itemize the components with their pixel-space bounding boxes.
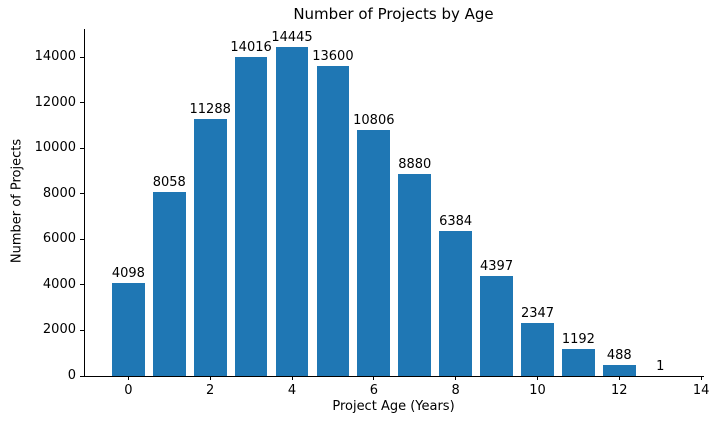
x-tick — [291, 376, 293, 380]
bar-value-label: 8058 — [152, 175, 186, 191]
bar — [439, 230, 473, 376]
bar — [357, 129, 391, 376]
y-tick-label: 0 — [67, 368, 76, 383]
bar-value-label: 13600 — [312, 49, 354, 65]
x-tick-label: 2 — [206, 383, 215, 398]
x-axis-label: Project Age (Years) — [332, 399, 455, 414]
y-tick-label: 8000 — [42, 185, 76, 201]
x-tick — [536, 376, 538, 380]
bar-value-label: 4098 — [111, 265, 145, 281]
bar-value-label: 14016 — [230, 39, 272, 55]
bar-value-label: 8880 — [398, 156, 432, 172]
bar-value-label: 2347 — [520, 305, 555, 321]
bar — [234, 56, 268, 376]
x-tick — [455, 376, 457, 380]
x-tick-label: 10 — [529, 383, 546, 398]
bar — [152, 192, 186, 376]
chart-title: Number of Projects by Age — [293, 5, 494, 23]
y-tick-label: 6000 — [42, 231, 76, 247]
x-tick-label: 0 — [124, 383, 133, 398]
bar-value-label: 488 — [606, 347, 632, 363]
bar — [112, 282, 145, 376]
y-tick — [80, 193, 84, 195]
bar-value-label: 11288 — [189, 101, 231, 117]
x-tick — [618, 376, 620, 380]
x-tick — [209, 376, 211, 380]
x-tick-label: 4 — [287, 383, 297, 398]
x-tick-label: 14 — [692, 383, 710, 398]
bar — [562, 348, 595, 376]
y-tick — [80, 284, 84, 286]
y-tick-label: 10000 — [34, 140, 76, 156]
bar — [480, 275, 513, 376]
bar-value-label: 14445 — [271, 29, 313, 45]
y-tick — [80, 375, 84, 377]
y-tick — [80, 102, 84, 104]
plot-area: 0 2000 4000 6000 8000 10000 12000 14000 0 2 4 6 8 10 1… — [35, 29, 709, 398]
bar-value-label: 4397 — [480, 258, 514, 274]
x-tick — [127, 376, 129, 380]
bar — [398, 173, 432, 376]
x-tick-label: 8 — [451, 383, 460, 398]
x-tick — [700, 376, 702, 380]
y-tick — [80, 147, 84, 149]
y-tick-label: 2000 — [42, 322, 76, 338]
bar-value-label: 6384 — [439, 213, 473, 229]
bar-value-label: 1 — [656, 358, 665, 374]
bar — [193, 118, 227, 376]
x-tick-label: 6 — [369, 383, 378, 398]
bar-value-label: 1192 — [561, 331, 595, 347]
y-tick — [80, 56, 84, 58]
y-tick-label: 14000 — [34, 49, 76, 65]
bar — [602, 364, 636, 376]
y-tick-label: 12000 — [34, 94, 76, 110]
x-tick-label: 12 — [611, 383, 628, 398]
bar — [521, 322, 554, 376]
y-tick — [80, 238, 84, 240]
bar-value-label: 10806 — [353, 112, 395, 128]
x-tick — [373, 376, 375, 380]
y-tick-label: 4000 — [42, 276, 76, 292]
bar — [275, 46, 309, 376]
bar — [316, 66, 350, 376]
y-tick — [80, 329, 84, 331]
